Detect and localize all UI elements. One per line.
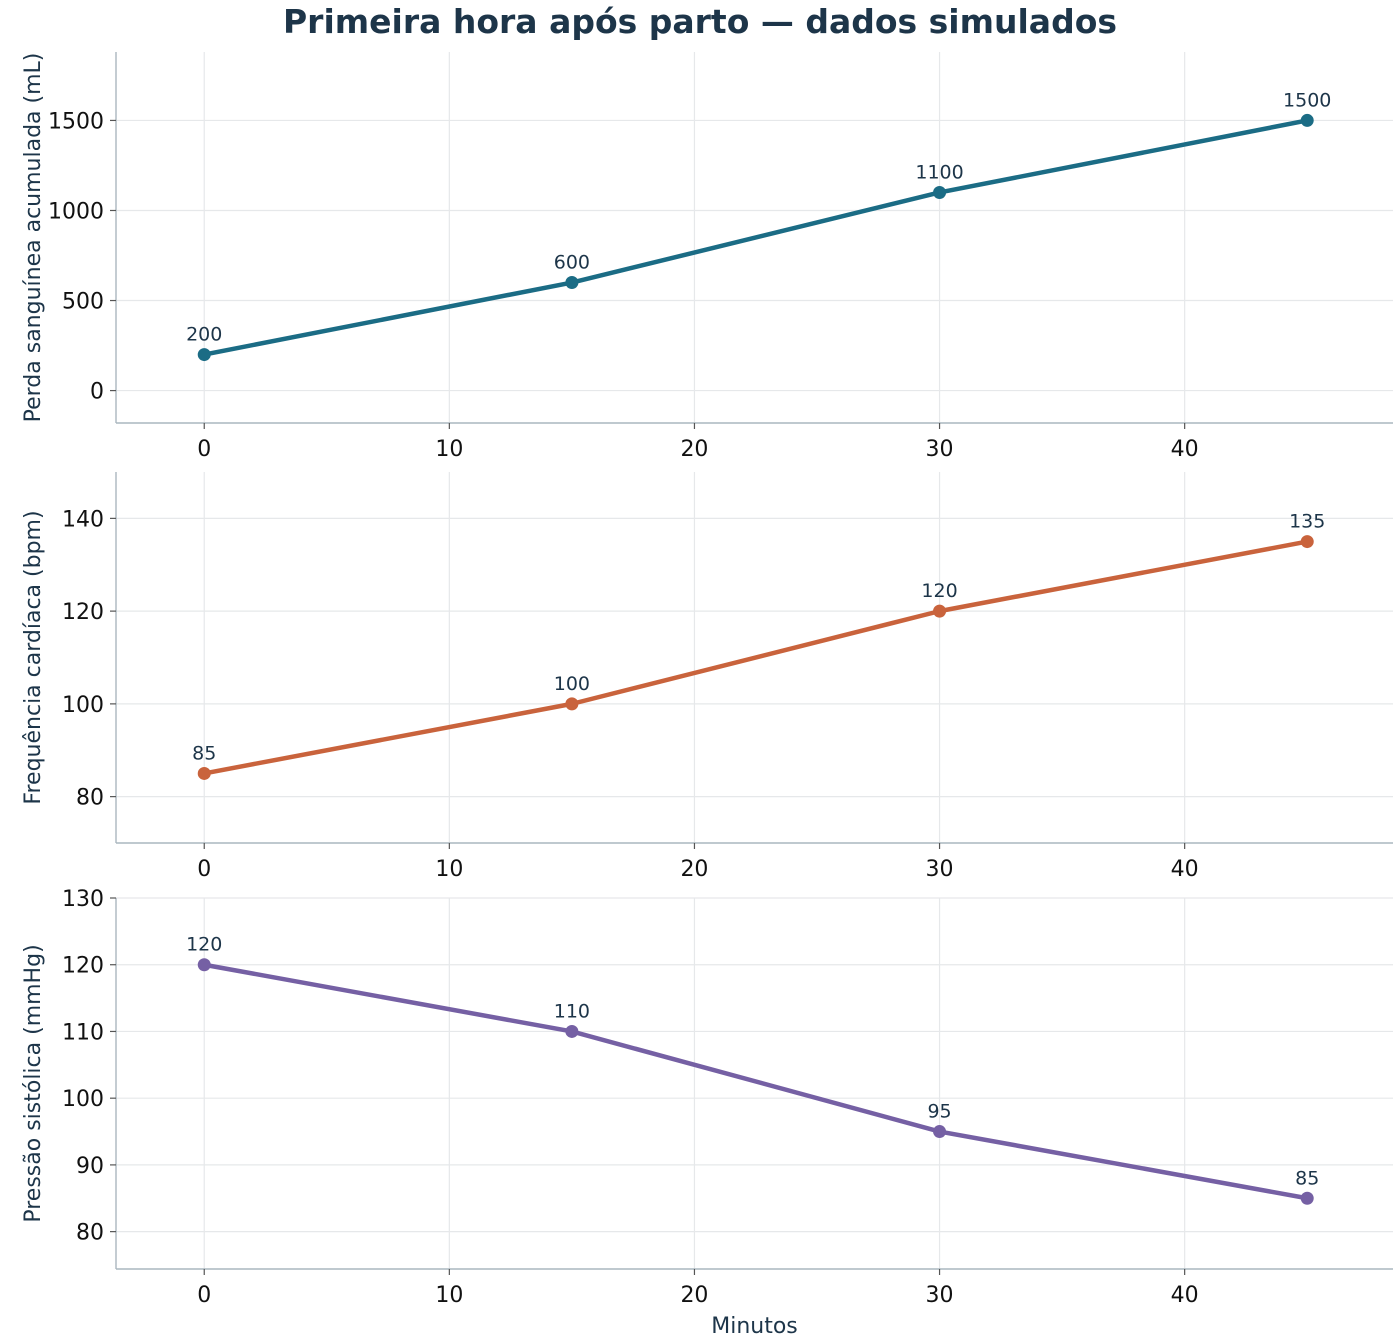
blood-loss-data-label: 200	[186, 324, 222, 346]
heart-rate-x-tick-label: 0	[197, 857, 211, 882]
blood-loss-x-tick-label: 40	[1171, 437, 1199, 462]
systolic-pressure-y-tick-label: 130	[62, 887, 104, 912]
heart-rate-data-label: 120	[921, 580, 957, 602]
heart-rate-data-label: 100	[554, 673, 590, 695]
systolic-pressure-x-tick-label: 30	[926, 1283, 954, 1308]
systolic-pressure-x-axis-label: Minutos	[711, 1314, 798, 1339]
heart-rate-x-tick-label: 40	[1171, 857, 1199, 882]
systolic-pressure-data-point	[197, 958, 211, 972]
blood-loss-y-tick-label: 0	[90, 380, 104, 405]
blood-loss-y-tick-label: 1000	[48, 199, 104, 224]
heart-rate-data-point	[933, 604, 947, 618]
heart-rate-y-tick-label: 100	[62, 693, 104, 718]
blood-loss-data-point	[197, 348, 211, 362]
systolic-pressure-data-point	[565, 1024, 579, 1038]
systolic-pressure-data-label: 110	[554, 1000, 590, 1022]
systolic-pressure-y-tick-label: 120	[62, 954, 104, 979]
blood-loss-data-label: 600	[554, 252, 590, 274]
heart-rate-data-point	[1300, 535, 1314, 549]
blood-loss-series-line	[201, 118, 1310, 357]
blood-loss-y-tick-label: 1500	[48, 109, 104, 134]
blood-loss-x-tick-label: 10	[435, 437, 463, 462]
systolic-pressure-data-point	[933, 1125, 947, 1139]
systolic-pressure-series-line	[201, 962, 1310, 1201]
blood-loss-data-label: 1100	[915, 161, 963, 183]
systolic-pressure-y-tick-label: 110	[62, 1020, 104, 1045]
systolic-pressure-data-label: 120	[186, 934, 222, 956]
systolic-pressure-x-tick-label: 0	[197, 1283, 211, 1308]
heart-rate-data-label: 85	[192, 742, 216, 764]
systolic-pressure-y-axis-label: Pressão sistólica (mmHg)	[21, 944, 46, 1222]
heart-rate-x-tick-label: 20	[680, 857, 708, 882]
systolic-pressure-y-tick-label: 90	[76, 1154, 104, 1179]
heart-rate-data-point	[565, 697, 579, 711]
systolic-pressure-x-tick-label: 10	[435, 1283, 463, 1308]
heart-rate-panel: 0 10 20 30 40 80 100 120 140 Frequência cardíaca …	[21, 472, 1393, 882]
chart-title: Primeira hora após parto — dados simulad…	[283, 2, 1117, 41]
heart-rate-y-tick-label: 120	[62, 600, 104, 625]
blood-loss-x-tick-label: 0	[197, 437, 211, 462]
blood-loss-y-axis-label: Perda sanguínea acumulada (mL)	[21, 53, 46, 423]
systolic-pressure-data-label: 85	[1295, 1167, 1319, 1189]
heart-rate-series-line	[201, 539, 1310, 776]
systolic-pressure-x-tick-label: 40	[1171, 1283, 1199, 1308]
heart-rate-y-axis-label: Frequência cardíaca (bpm)	[21, 510, 46, 804]
blood-loss-x-tick-label: 20	[680, 437, 708, 462]
blood-loss-x-tick-label: 30	[926, 437, 954, 462]
heart-rate-data-label: 135	[1289, 511, 1325, 533]
heart-rate-x-tick-label: 30	[926, 857, 954, 882]
systolic-pressure-y-tick-label: 80	[76, 1221, 104, 1246]
blood-loss-data-label: 1500	[1283, 89, 1331, 111]
blood-loss-data-point	[565, 276, 579, 290]
systolic-pressure-data-point	[1300, 1191, 1314, 1205]
heart-rate-y-tick-label: 140	[62, 507, 104, 532]
blood-loss-y-tick-label: 500	[62, 290, 104, 315]
heart-rate-y-tick-label: 80	[76, 786, 104, 811]
systolic-pressure-y-tick-label: 100	[62, 1087, 104, 1112]
blood-loss-data-point	[1300, 113, 1314, 127]
systolic-pressure-panel: 0 10 20 30 40 80 90 100 110 120 130 Pressão sistóli…	[21, 887, 1393, 1339]
systolic-pressure-data-label: 95	[927, 1101, 951, 1123]
blood-loss-data-point	[933, 185, 947, 199]
systolic-pressure-x-tick-label: 20	[680, 1283, 708, 1308]
heart-rate-x-tick-label: 10	[435, 857, 463, 882]
heart-rate-data-point	[197, 766, 211, 780]
